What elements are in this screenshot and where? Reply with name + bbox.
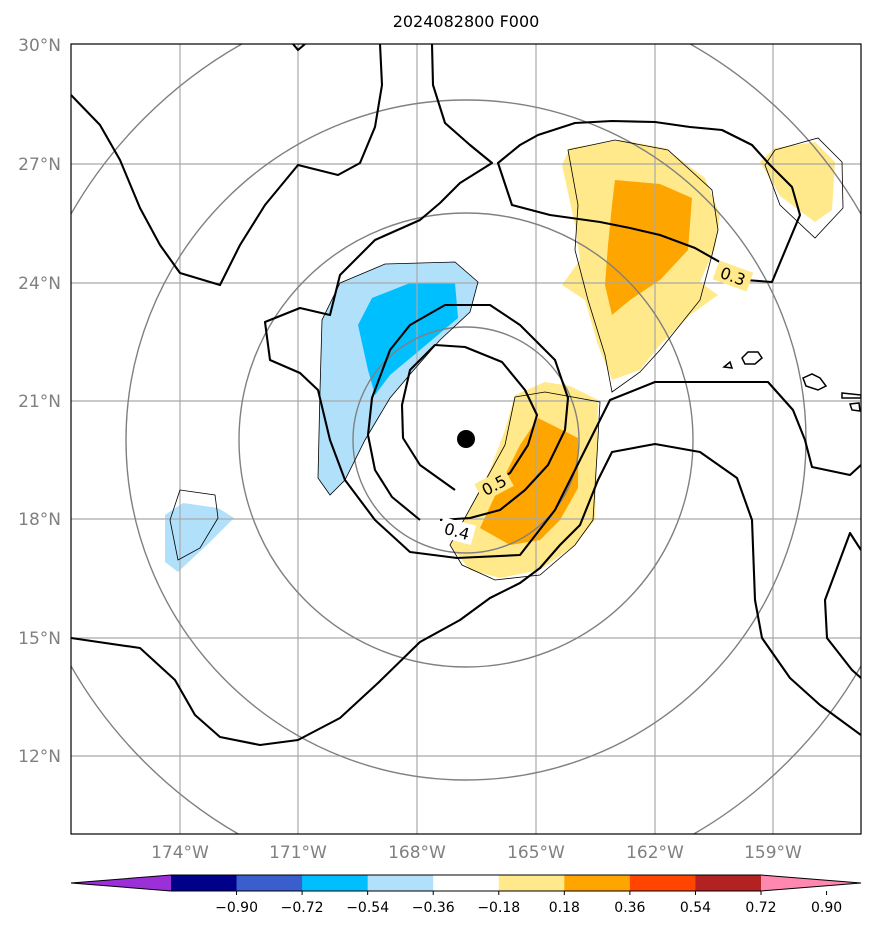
map-area: 0.5 0.4 0.3 bbox=[71, 44, 861, 834]
lat-axis: 30°N 27°N 24°N 21°N 18°N 15°N 12°N bbox=[18, 36, 61, 767]
lat-tick-label: 18°N bbox=[18, 510, 61, 530]
colorbar-tick-label: 0.18 bbox=[549, 900, 580, 916]
colorbar-segment bbox=[236, 875, 303, 891]
storm-center-marker bbox=[457, 430, 475, 448]
positive-shading bbox=[450, 140, 835, 578]
colorbar-tick-label: −0.36 bbox=[412, 900, 455, 916]
lon-tick-label: 174°W bbox=[151, 843, 209, 863]
negative-shading bbox=[165, 262, 478, 572]
coastlines bbox=[722, 351, 861, 412]
colorbar-tick-label: −0.72 bbox=[281, 900, 324, 916]
colorbar-tick-label: 0.54 bbox=[680, 900, 711, 916]
colorbar-segment bbox=[498, 875, 565, 891]
colorbar: −0.90 −0.72 −0.54 −0.36 −0.18 0.18 0.36 0.54 0.7… bbox=[70, 874, 862, 916]
colorbar-tick-label: 0.90 bbox=[811, 900, 842, 916]
lat-tick-label: 12°N bbox=[18, 747, 61, 767]
colorbar-segment bbox=[433, 875, 500, 891]
map-frame bbox=[70, 43, 862, 835]
lat-tick-label: 30°N bbox=[18, 36, 61, 56]
colorbar-segment bbox=[367, 875, 434, 891]
lon-axis: 174°W 171°W 168°W 165°W 162°W 159°W bbox=[151, 843, 802, 863]
lon-tick-label: 165°W bbox=[507, 843, 565, 863]
colorbar-tick-label: −0.18 bbox=[477, 900, 520, 916]
lat-tick-label: 24°N bbox=[18, 274, 61, 294]
lon-tick-label: 171°W bbox=[269, 843, 327, 863]
colorbar-segment bbox=[302, 875, 369, 891]
shading-outlines bbox=[169, 137, 844, 581]
colorbar-extend-high bbox=[761, 875, 861, 891]
colorbar-tick-label: −0.90 bbox=[215, 900, 258, 916]
lat-tick-label: 27°N bbox=[18, 155, 61, 175]
colorbar-tick-label: −0.54 bbox=[346, 900, 389, 916]
lon-tick-label: 159°W bbox=[744, 843, 802, 863]
contour-lines bbox=[71, 44, 861, 747]
lon-tick-label: 162°W bbox=[626, 843, 684, 863]
range-rings bbox=[71, 44, 861, 834]
colorbar-outline bbox=[70, 874, 862, 892]
lat-tick-label: 21°N bbox=[18, 392, 61, 412]
map-title: 2024082800 F000 bbox=[393, 12, 540, 31]
graticule bbox=[71, 44, 861, 834]
lon-tick-label: 168°W bbox=[388, 843, 446, 863]
lat-tick-label: 15°N bbox=[18, 629, 61, 649]
colorbar-segment bbox=[629, 875, 696, 891]
colorbar-tick-label: 0.72 bbox=[745, 900, 776, 916]
colorbar-segment bbox=[171, 875, 238, 891]
colorbar-segment bbox=[564, 875, 631, 891]
colorbar-tick-label: 0.36 bbox=[614, 900, 645, 916]
colorbar-extend-low bbox=[71, 875, 171, 891]
colorbar-segment bbox=[695, 875, 762, 891]
